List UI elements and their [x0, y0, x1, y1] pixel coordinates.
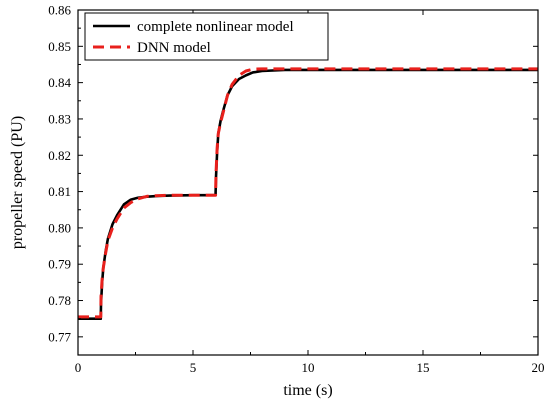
- series-line-dnn-model: [78, 67, 538, 319]
- y-tick-label: 0.77: [48, 329, 71, 344]
- x-axis-title: time (s): [283, 382, 332, 399]
- y-axis-title: propeller speed (PU): [9, 116, 26, 249]
- y-tick-label: 0.85: [48, 39, 71, 54]
- plot-frame: [77, 9, 539, 356]
- y-tick-label: 0.81: [48, 184, 71, 199]
- x-tick-label: 15: [417, 360, 430, 375]
- legend: complete nonlinear model DNN model: [84, 12, 329, 61]
- y-tick-label: 0.83: [48, 111, 71, 126]
- y-tick-label: 0.84: [48, 75, 71, 90]
- series-line-complete-nonlinear-model: [78, 68, 538, 320]
- y-tick-label: 0.79: [48, 257, 71, 272]
- legend-label-dnn-model: DNN model: [137, 40, 211, 56]
- x-tick-label: 20: [532, 360, 545, 375]
- legend-label-complete-nonlinear-model: complete nonlinear model: [137, 19, 294, 35]
- x-tick-label: 10: [302, 360, 315, 375]
- y-tick-label: 0.86: [48, 3, 71, 18]
- y-tick-label: 0.82: [48, 148, 71, 163]
- legend-box: [84, 12, 329, 61]
- x-tick-label: 0: [75, 360, 82, 375]
- y-tick-label: 0.78: [48, 293, 71, 308]
- y-tick-label: 0.80: [48, 220, 71, 235]
- x-tick-label: 5: [190, 360, 197, 375]
